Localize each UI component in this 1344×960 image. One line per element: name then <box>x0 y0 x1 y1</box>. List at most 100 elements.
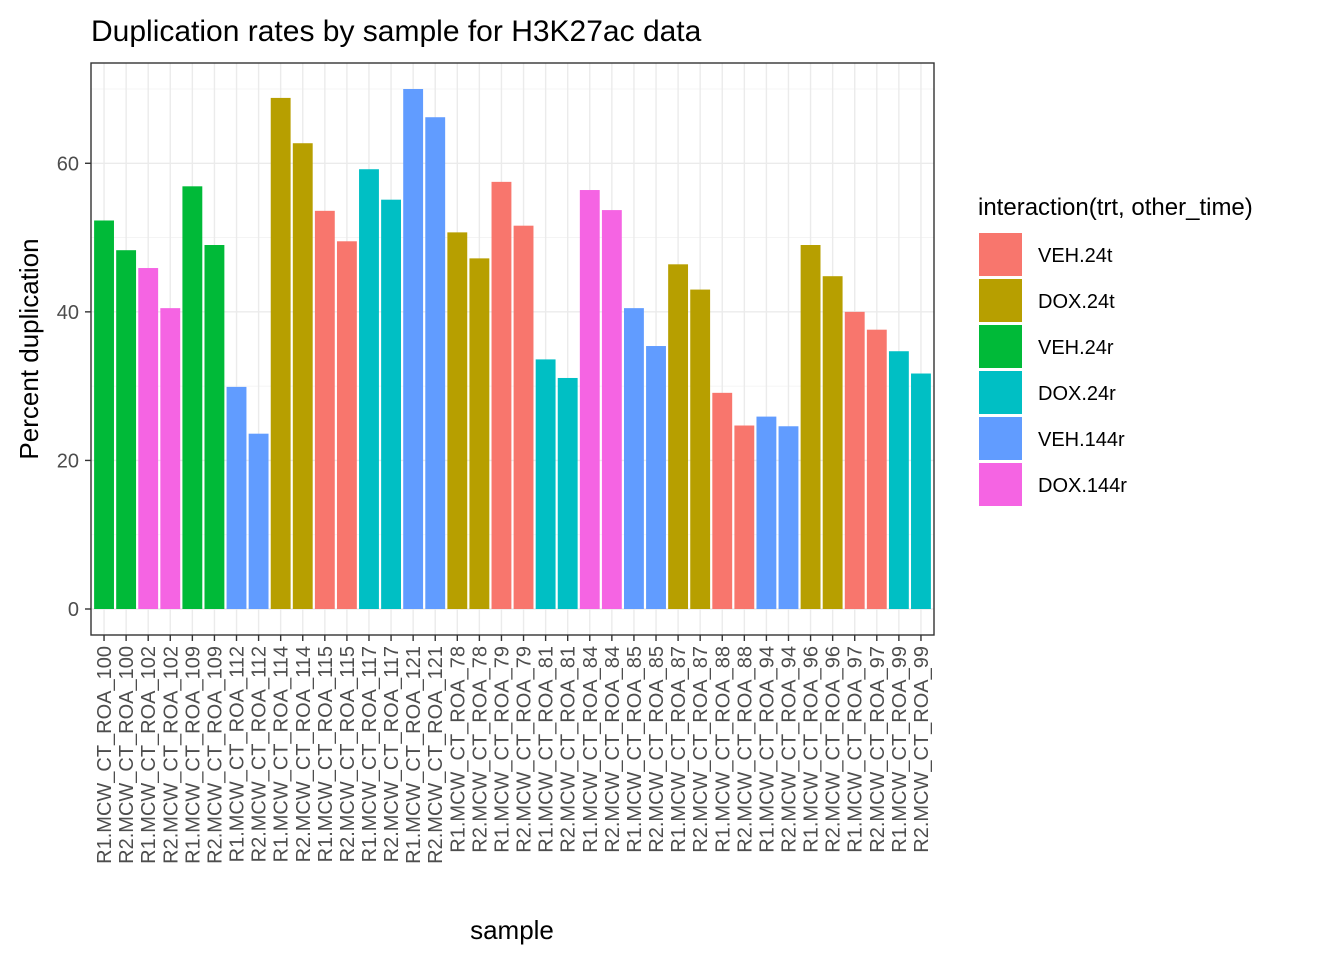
legend-key <box>979 325 1022 368</box>
x-tick-label: R2.MCW_CT_ROA_85 <box>646 646 668 853</box>
bar <box>911 373 931 609</box>
bar <box>623 308 644 609</box>
x-tick-label: R1.MCW_CT_ROA_78 <box>447 646 469 853</box>
legend-key <box>979 233 1022 276</box>
bar <box>425 117 446 609</box>
legend-key <box>979 463 1022 506</box>
legend-key <box>979 279 1022 322</box>
bar <box>734 425 755 609</box>
bar <box>690 289 711 609</box>
legend-label: DOX.144r <box>1038 475 1127 497</box>
x-tick-label: R1.MCW_CT_ROA_85 <box>624 646 646 853</box>
x-tick-label: R1.MCW_CT_ROA_84 <box>580 646 602 853</box>
bar <box>491 181 512 609</box>
bar <box>116 250 137 609</box>
x-tick-label: R2.MCW_CT_ROA_115 <box>337 646 359 862</box>
bar <box>381 199 402 609</box>
bar <box>601 210 622 610</box>
x-tick-label: R1.MCW_CT_ROA_117 <box>359 646 381 862</box>
x-tick-label: R1.MCW_CT_ROA_100 <box>94 646 116 864</box>
bars <box>94 89 931 610</box>
x-tick-label: R2.MCW_CT_ROA_97 <box>867 646 889 853</box>
x-tick-label: R1.MCW_CT_ROA_112 <box>227 646 249 862</box>
bar <box>579 190 600 609</box>
bar <box>447 232 468 609</box>
x-tick-label: R1.MCW_CT_ROA_81 <box>536 646 558 853</box>
y-tick-label: 60 <box>57 153 79 175</box>
bar <box>800 245 821 609</box>
x-tick-label: R2.MCW_CT_ROA_114 <box>293 646 315 862</box>
x-tick-label: R2.MCW_CT_ROA_96 <box>823 646 845 853</box>
y-tick-label: 20 <box>57 450 79 472</box>
x-tick-label: R1.MCW_CT_ROA_109 <box>182 646 204 864</box>
legend-label: VEH.24t <box>1038 245 1113 267</box>
x-tick-label: R2.MCW_CT_ROA_79 <box>514 646 536 853</box>
bar <box>359 169 379 609</box>
y-tick-label: 0 <box>68 599 79 621</box>
x-tick-label: R1.MCW_CT_ROA_96 <box>801 646 823 853</box>
bar <box>668 264 689 609</box>
x-tick-label: R2.MCW_CT_ROA_121 <box>425 646 447 864</box>
bar <box>204 245 225 609</box>
bar <box>292 143 313 609</box>
legend-label: VEH.24r <box>1038 337 1114 359</box>
bar <box>756 416 777 609</box>
bar <box>182 186 203 610</box>
legend-label: DOX.24r <box>1038 383 1116 405</box>
y-axis-label: Percent duplication <box>14 238 44 459</box>
bar <box>513 225 534 609</box>
bar <box>822 276 843 609</box>
x-axis: R1.MCW_CT_ROA_100 R2.MCW_CT_ROA_100 R1.MCW… <box>94 635 933 864</box>
x-tick-label: R1.MCW_CT_ROA_121 <box>403 646 425 864</box>
bar <box>646 346 666 609</box>
chart-title: Duplication rates by sample for H3K27ac … <box>91 15 702 48</box>
x-tick-label: R2.MCW_CT_ROA_99 <box>911 646 933 853</box>
x-axis-label: sample <box>470 915 554 945</box>
x-tick-label: R1.MCW_CT_ROA_115 <box>315 646 337 862</box>
x-tick-label: R2.MCW_CT_ROA_88 <box>734 646 756 853</box>
x-tick-label: R2.MCW_CT_ROA_109 <box>204 646 226 864</box>
legend-key <box>979 371 1022 414</box>
legend-label: DOX.24t <box>1038 291 1115 313</box>
x-tick-label: R1.MCW_CT_ROA_102 <box>138 646 160 864</box>
x-tick-label: R1.MCW_CT_ROA_79 <box>491 646 513 853</box>
x-tick-label: R1.MCW_CT_ROA_97 <box>845 646 867 853</box>
x-tick-label: R2.MCW_CT_ROA_102 <box>160 646 182 864</box>
legend: interaction(trt, other_time) VEH.24t DOX.… <box>978 194 1253 506</box>
bar <box>535 359 556 609</box>
x-tick-label: R2.MCW_CT_ROA_100 <box>116 646 138 864</box>
x-tick-label: R2.MCW_CT_ROA_112 <box>249 646 271 862</box>
x-tick-label: R1.MCW_CT_ROA_114 <box>271 646 293 862</box>
bar <box>888 351 909 609</box>
bar <box>248 433 269 609</box>
bar <box>270 97 291 610</box>
y-axis: 0 20 40 60 <box>57 153 91 621</box>
x-tick-label: R2.MCW_CT_ROA_81 <box>558 646 580 853</box>
plot-border <box>90 62 935 636</box>
bar <box>844 311 865 609</box>
x-tick-label: R1.MCW_CT_ROA_87 <box>668 646 690 853</box>
x-tick-label: R2.MCW_CT_ROA_87 <box>690 646 712 853</box>
bar <box>778 426 799 609</box>
bar <box>336 241 357 610</box>
x-tick-label: R1.MCW_CT_ROA_88 <box>712 646 734 853</box>
x-tick-label: R1.MCW_CT_ROA_94 <box>756 646 778 853</box>
x-tick-label: R1.MCW_CT_ROA_99 <box>889 646 911 853</box>
bar <box>94 220 114 609</box>
bar <box>403 89 424 609</box>
bar <box>469 258 490 609</box>
x-tick-label: R2.MCW_CT_ROA_117 <box>381 646 403 862</box>
x-tick-label: R2.MCW_CT_ROA_84 <box>602 646 624 853</box>
legend-title: interaction(trt, other_time) <box>978 194 1253 221</box>
bar <box>866 329 887 609</box>
legend-key <box>979 417 1022 460</box>
x-tick-label: R2.MCW_CT_ROA_78 <box>469 646 491 853</box>
bar <box>138 268 159 609</box>
bar <box>160 308 181 609</box>
legend-label: VEH.144r <box>1038 429 1125 451</box>
bar <box>226 386 247 609</box>
x-tick-label: R2.MCW_CT_ROA_94 <box>778 646 800 853</box>
bar <box>557 377 578 609</box>
bar <box>314 210 335 610</box>
